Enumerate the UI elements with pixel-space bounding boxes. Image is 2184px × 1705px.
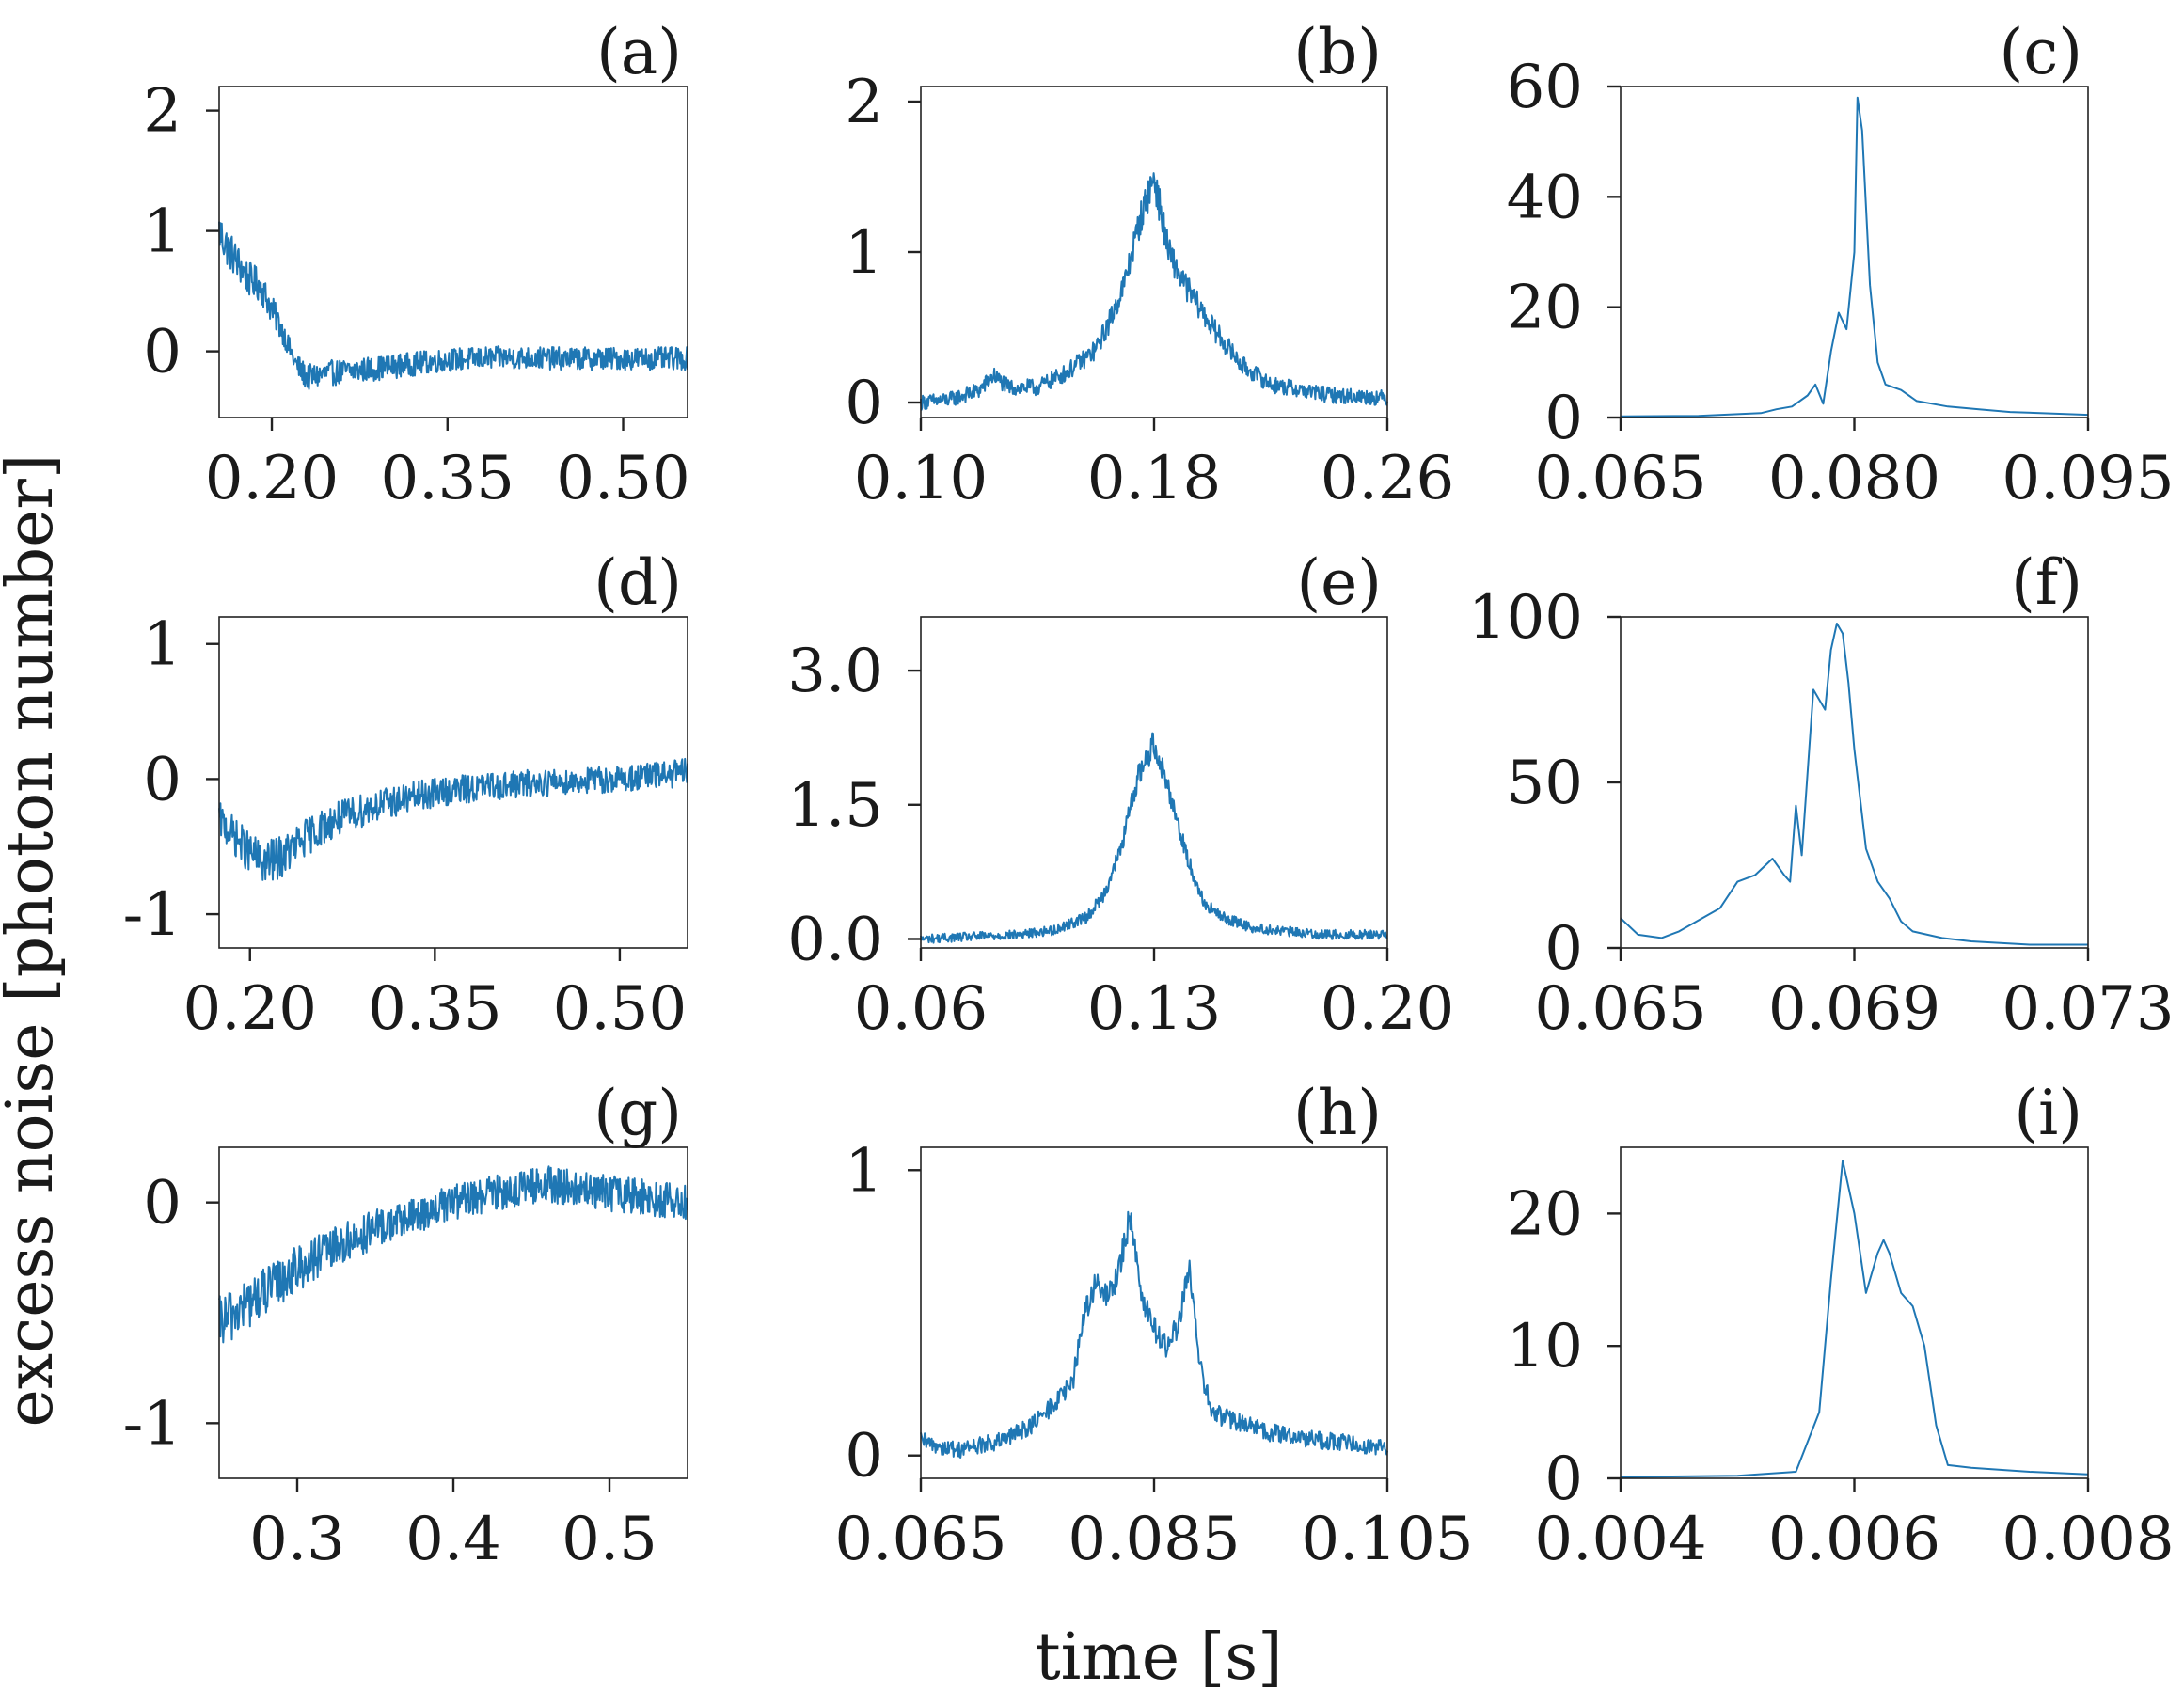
series-line-d — [218, 757, 688, 881]
x-tick-label: 0.50 — [553, 974, 688, 1044]
x-tick-label: 0.080 — [1768, 444, 1940, 513]
x-tick-label: 0.35 — [368, 974, 502, 1044]
y-tick-label: 20 — [1507, 1179, 1583, 1249]
x-tick-label: 0.073 — [2002, 974, 2174, 1044]
y-tick-label: 40 — [1507, 163, 1583, 232]
panel-label: (d) — [593, 546, 682, 619]
y-tick-label: 50 — [1507, 749, 1583, 818]
y-axis-title: excess noise [photon number] — [0, 454, 68, 1428]
x-tick-label: 0.008 — [2002, 1505, 2174, 1574]
x-tick-label: 0.10 — [854, 444, 989, 513]
y-tick-label: 1 — [143, 197, 182, 267]
panel-b: 0.10 0.18 0.26 0 1 2 (b) — [845, 16, 1454, 513]
series-line-e — [920, 732, 1388, 944]
panel-g: 0.3 0.4 0.5 -1 0 (g) — [123, 1077, 688, 1574]
x-tick-label: 0.13 — [1087, 974, 1222, 1044]
series-line-a — [218, 221, 688, 390]
panel-c: 0.065 0.080 0.095 0 20 40 60 (c) — [1507, 16, 2175, 513]
series-line-h — [920, 1210, 1388, 1459]
y-tick-label: 60 — [1507, 53, 1583, 122]
x-tick-label: 0.26 — [1321, 444, 1455, 513]
x-tick-label: 0.06 — [854, 974, 989, 1044]
panel-label: (a) — [596, 16, 682, 88]
y-tick-label: 0 — [845, 369, 883, 438]
panel-label: (b) — [1293, 16, 1382, 88]
plot-frame — [218, 86, 688, 418]
y-tick-label: 2 — [845, 68, 883, 137]
y-tick-label: 0 — [143, 1169, 182, 1239]
y-tick-label: -1 — [123, 1389, 182, 1459]
y-tick-label: 0 — [143, 745, 182, 814]
x-tick-label: 0.065 — [834, 1505, 1006, 1574]
x-tick-label: 0.35 — [381, 444, 515, 513]
panel-label: (c) — [2000, 16, 2082, 88]
plot-frame — [1620, 1146, 2089, 1479]
x-tick-label: 0.085 — [1068, 1505, 1240, 1574]
panel-d: 0.20 0.35 0.50 -1 0 1 (d) — [123, 546, 688, 1044]
x-tick-label: 0.50 — [556, 444, 690, 513]
y-tick-label: 20 — [1507, 274, 1583, 343]
panel-label: (i) — [2014, 1077, 2082, 1149]
panel-label: (f) — [2011, 546, 2082, 619]
panel-a: 0.20 0.35 0.50 0 1 2 (a) — [143, 16, 689, 513]
y-tick-label: 2 — [143, 77, 182, 147]
y-tick-label: 0 — [1544, 384, 1583, 453]
panel-i: 0.004 0.006 0.008 0 10 20 (i) — [1507, 1077, 2175, 1574]
x-tick-label: 0.095 — [2002, 444, 2174, 513]
panel-label: (h) — [1293, 1077, 1382, 1149]
plot-frame — [920, 616, 1388, 949]
panel-f: 0.065 0.069 0.073 0 50 100 (f) — [1468, 546, 2175, 1044]
series-line-c — [1620, 96, 2089, 418]
y-tick-label: 0.0 — [787, 905, 883, 974]
y-tick-label: 100 — [1468, 583, 1583, 653]
x-tick-label: 0.3 — [249, 1505, 345, 1574]
x-axis-title: time [s] — [1035, 1620, 1282, 1695]
y-tick-label: 0 — [845, 1422, 883, 1492]
x-tick-label: 0.4 — [405, 1505, 501, 1574]
panel-h: 0.065 0.085 0.105 0 1 (h) — [834, 1077, 1473, 1574]
x-tick-label: 0.20 — [183, 974, 318, 1044]
y-tick-label: 0 — [1544, 1445, 1583, 1514]
y-tick-label: -1 — [123, 880, 182, 950]
x-tick-label: 0.18 — [1087, 444, 1222, 513]
plot-frame — [218, 616, 688, 949]
series-line-b — [920, 172, 1388, 411]
y-tick-label: 1 — [845, 218, 883, 288]
panel-e: 0.06 0.13 0.20 0.0 1.5 3.0 (e) — [787, 546, 1454, 1044]
x-tick-label: 0.105 — [1301, 1505, 1473, 1574]
x-tick-label: 0.006 — [1768, 1505, 1940, 1574]
x-tick-label: 0.065 — [1534, 974, 1706, 1044]
x-tick-label: 0.20 — [1321, 974, 1455, 1044]
y-tick-label: 0 — [143, 318, 182, 387]
x-tick-label: 0.004 — [1534, 1505, 1706, 1574]
y-tick-label: 1.5 — [787, 771, 883, 841]
series-line-g — [218, 1165, 688, 1344]
y-tick-label: 10 — [1507, 1312, 1583, 1381]
y-tick-label: 3.0 — [787, 637, 883, 706]
x-tick-label: 0.20 — [205, 444, 340, 513]
plot-frame — [920, 86, 1388, 418]
panel-label: (g) — [593, 1077, 682, 1149]
x-tick-label: 0.5 — [562, 1505, 657, 1574]
y-tick-label: 0 — [1544, 914, 1583, 984]
x-tick-label: 0.065 — [1534, 444, 1706, 513]
y-tick-label: 1 — [143, 610, 182, 680]
series-line-i — [1620, 1160, 2089, 1478]
y-tick-label: 1 — [845, 1136, 883, 1206]
x-tick-label: 0.069 — [1768, 974, 1940, 1044]
series-line-f — [1620, 623, 2088, 946]
plot-frame — [1620, 616, 2089, 949]
panel-label: (e) — [1296, 546, 1382, 619]
plot-frame — [920, 1146, 1388, 1479]
